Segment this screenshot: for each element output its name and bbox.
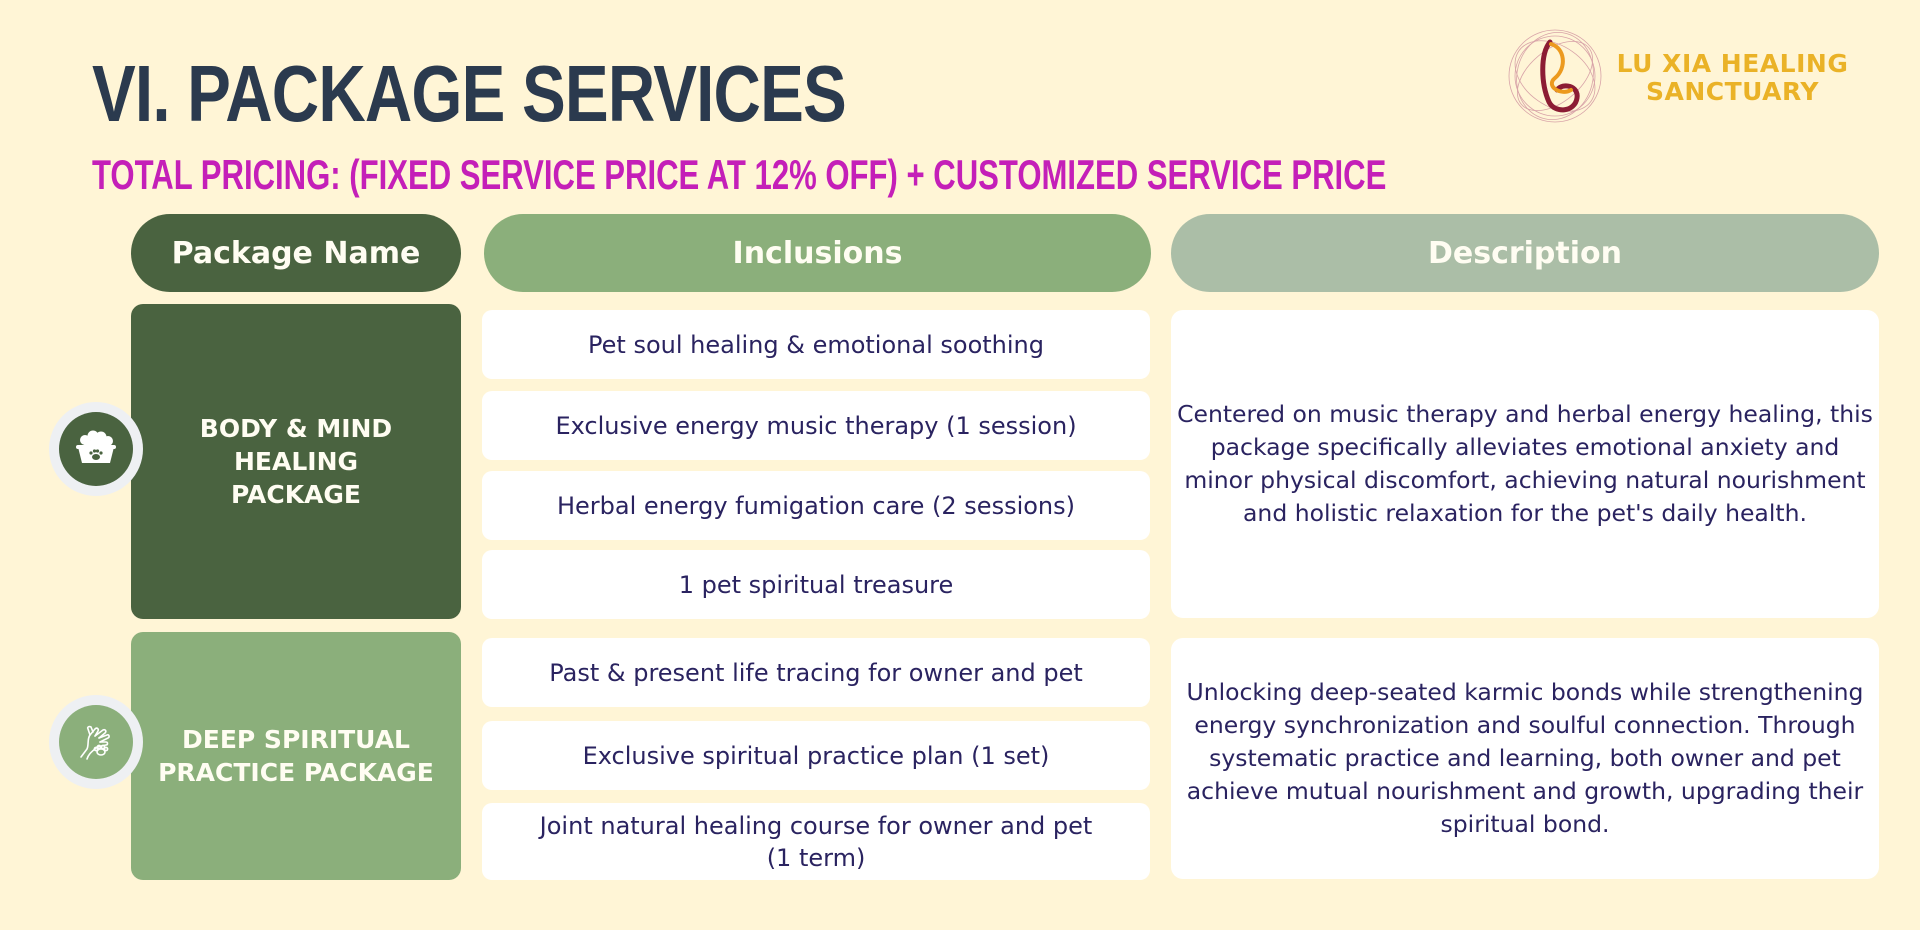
inclusion-item: 1 pet spiritual treasure: [482, 550, 1150, 619]
page-title: VI. PACKAGE SERVICES: [92, 49, 847, 138]
spiral-logo-icon: [1508, 29, 1602, 123]
package-name-line1: BODY & MIND HEALING: [199, 414, 393, 476]
package-name-line1: DEEP SPIRITUAL: [182, 725, 410, 754]
brand-logo: LU XIA HEALING SANCTUARY: [1505, 24, 1865, 129]
logo-name-line1: LU XIA HEALING: [1616, 49, 1849, 78]
inclusion-item: Pet soul healing & emotional soothing: [482, 310, 1150, 379]
package-description: Unlocking deep-seated karmic bonds while…: [1171, 638, 1879, 879]
pricing-subtitle: TOTAL PRICING: (FIXED SERVICE PRICE AT 1…: [92, 151, 1387, 198]
header-description: Description: [1171, 214, 1879, 292]
package-badge: [49, 695, 143, 789]
package-description: Centered on music therapy and herbal ene…: [1171, 310, 1879, 618]
hand-paw-icon: [80, 725, 110, 760]
inclusion-item: Joint natural healing course for owner a…: [482, 803, 1150, 880]
header-inclusions: Inclusions: [484, 214, 1151, 292]
inclusion-item: Herbal energy fumigation care (2 session…: [482, 471, 1150, 540]
package-badge: [49, 402, 143, 496]
pet-bowl-icon: [76, 430, 116, 463]
package-name-cell: BODY & MIND HEALING PACKAGE: [131, 304, 461, 619]
package-name-cell: DEEP SPIRITUAL PRACTICE PACKAGE: [131, 632, 461, 880]
logo-name-line2: SANCTUARY: [1645, 77, 1820, 106]
header-package-name: Package Name: [131, 214, 461, 292]
inclusion-item: Exclusive energy music therapy (1 sessio…: [482, 391, 1150, 460]
inclusion-item: Exclusive spiritual practice plan (1 set…: [482, 721, 1150, 790]
package-name-line2: PRACTICE PACKAGE: [158, 758, 434, 787]
inclusion-item: Past & present life tracing for owner an…: [482, 638, 1150, 707]
package-name-line2: PACKAGE: [230, 480, 362, 509]
